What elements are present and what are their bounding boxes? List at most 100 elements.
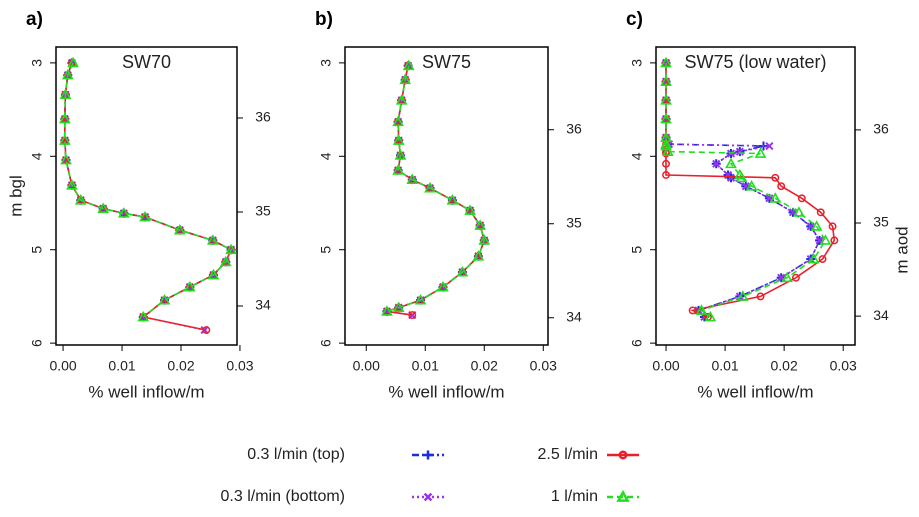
marker (183, 280, 196, 292)
marker (816, 208, 825, 217)
marker (478, 234, 491, 245)
marker (660, 94, 672, 105)
marker (807, 252, 820, 264)
y-tick-label: 3 (629, 59, 645, 67)
marker (58, 134, 71, 145)
marker (117, 207, 130, 218)
marker (399, 73, 412, 85)
plot-frame (344, 46, 549, 346)
marker (660, 75, 672, 86)
marker (472, 250, 485, 261)
marker (818, 255, 827, 264)
marker (660, 138, 672, 149)
marker (392, 115, 404, 127)
marker (408, 311, 417, 320)
marker (206, 234, 219, 245)
x-tick-label: 0.03 (530, 358, 557, 374)
y2-tick-label: 35 (873, 214, 889, 230)
marker (173, 223, 186, 235)
marker (446, 194, 459, 205)
series-line (386, 65, 486, 313)
marker (660, 56, 672, 68)
marker (810, 220, 823, 231)
x-tick-label: 0.01 (711, 358, 738, 374)
x-axis-label: % well inflow/m (697, 382, 813, 401)
marker (158, 294, 171, 305)
y-tick-label: 3 (318, 59, 334, 67)
marker (756, 292, 765, 301)
x-tick-label: 0.03 (226, 358, 253, 374)
marker (828, 222, 837, 231)
panel-label: b) (315, 9, 333, 30)
y-tick-label: 4 (318, 152, 334, 160)
x-tick-label: 0.00 (652, 358, 679, 374)
panel-label: a) (26, 9, 43, 30)
legend-label: 2.5 l/min (538, 446, 598, 463)
x-axis-label: % well inflow/m (388, 382, 504, 401)
marker (704, 310, 717, 322)
marker (662, 159, 670, 168)
y2-axis-label: m aod (892, 226, 911, 273)
marker (769, 192, 782, 203)
marker (59, 88, 72, 100)
marker (437, 280, 449, 292)
marker (781, 271, 793, 283)
legend-label: 0.3 l/min (top) (247, 446, 345, 463)
marker (726, 173, 736, 182)
marker (712, 159, 721, 168)
marker (67, 56, 79, 68)
marker (661, 145, 674, 157)
series-line (64, 62, 233, 331)
marker (695, 304, 708, 315)
marker (207, 268, 220, 280)
marker (765, 141, 774, 151)
x-tick-label: 0.03 (830, 358, 857, 374)
marker (74, 194, 87, 205)
marker (58, 112, 71, 124)
marker (97, 202, 110, 214)
plot-frame (655, 46, 856, 346)
y2-tick-label: 34 (255, 297, 271, 313)
marker (392, 164, 404, 175)
marker (414, 294, 427, 305)
marker (381, 305, 393, 316)
y2-tick-label: 36 (873, 121, 889, 137)
y2-tick-label: 34 (566, 308, 582, 324)
y-tick-label: 4 (29, 152, 45, 160)
marker (423, 450, 433, 460)
marker (725, 157, 737, 169)
marker (60, 153, 72, 165)
marker (777, 182, 786, 191)
marker (139, 210, 151, 222)
y2-tick-label: 36 (566, 120, 582, 136)
x-tick-label: 0.01 (412, 358, 439, 374)
marker (616, 489, 630, 502)
plot-frame (55, 46, 238, 346)
y-tick-label: 5 (318, 246, 334, 254)
marker (456, 265, 469, 277)
marker (225, 243, 237, 255)
marker (61, 68, 74, 80)
series-line (665, 62, 827, 318)
marker (406, 173, 419, 185)
marker (394, 149, 407, 160)
marker (202, 326, 211, 335)
marker (736, 290, 749, 301)
marker (791, 273, 800, 282)
y-axis-label: m bgl (6, 175, 25, 217)
y2-tick-label: 35 (566, 214, 582, 230)
y2-tick-label: 36 (255, 109, 271, 125)
marker (137, 310, 150, 322)
marker (219, 255, 232, 267)
marker (688, 306, 697, 315)
y2-tick-label: 35 (255, 203, 271, 219)
panel-title: SW75 (422, 52, 471, 72)
marker (754, 147, 767, 158)
y-tick-label: 3 (29, 59, 45, 67)
marker (423, 492, 433, 502)
panel-title: SW75 (low water) (684, 52, 826, 72)
x-tick-label: 0.02 (471, 358, 498, 374)
y-tick-label: 5 (29, 246, 45, 254)
y-tick-label: 6 (629, 339, 645, 347)
x-tick-label: 0.00 (49, 358, 76, 374)
